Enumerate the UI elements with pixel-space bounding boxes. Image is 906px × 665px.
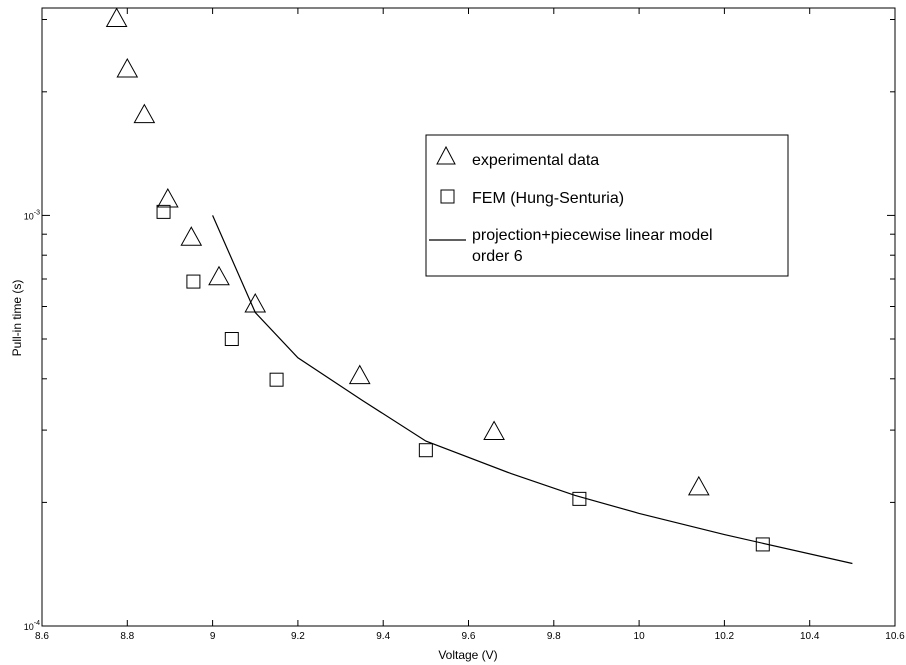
x-tick-label: 9.2 [291,631,305,642]
fem-point [224,332,239,347]
experimental-point [687,475,710,496]
experimental-point [105,7,128,28]
y-tick-label-exponent: -3 [34,209,40,216]
fem-point [269,372,284,387]
legend: experimental data FEM (Hung-Senturia) pr… [425,134,789,277]
experimental-point [483,420,505,440]
fem-point [418,443,433,458]
experimental-point [348,364,371,385]
y-tick-label-exponent: -4 [34,620,40,627]
x-tick-label: 10 [634,631,646,642]
fem-point [186,274,201,289]
x-tick-label: 10.6 [885,631,905,642]
legend-model-label-line1: projection+piecewise linear model [472,227,713,244]
legend-fem-label: FEM (Hung-Senturia) [472,190,624,207]
data-series [105,7,853,565]
plot-area-frame [41,7,896,627]
experimental-point [116,57,139,78]
x-tick-label: 8.8 [120,631,134,642]
legend-model-label-line2: order 6 [472,248,523,265]
y-tick-label: 10-4 [24,620,40,632]
legend-box [425,134,789,277]
x-axis-ticks: 8.6 8.8 9 9.2 9.4 9.6 9.8 10 10.2 10.4 10.6 [35,8,905,642]
legend-experimental-label: experimental data [472,152,599,169]
y-tick-label: 10-3 [24,209,40,221]
model-line [212,215,853,565]
x-tick-label: 10.4 [800,631,820,642]
legend-model-label: projection+piecewise linear model order … [472,227,717,265]
experimental-point [208,265,230,286]
experimental-point [156,188,179,208]
x-tick-label: 9.8 [547,631,561,642]
legend-fem-marker [440,189,455,204]
y-tick-label-base: 10 [24,622,34,632]
legend-experimental-marker [436,145,456,165]
x-tick-label: 9.4 [376,631,390,642]
x-axis-label: Voltage (V) [438,648,497,662]
y-tick-label-base: 10 [24,211,34,221]
y-axis-label: Pull-in time (s) [10,280,24,357]
experimental-point [180,226,203,246]
x-tick-label: 9 [210,631,216,642]
x-tick-label: 9.6 [462,631,476,642]
x-tick-label: 10.2 [715,631,735,642]
y-axis-ticks: 10-410-3 [24,19,895,632]
x-tick-label: 8.6 [35,631,49,642]
experimental-point [133,103,156,124]
fem-point [156,204,171,219]
